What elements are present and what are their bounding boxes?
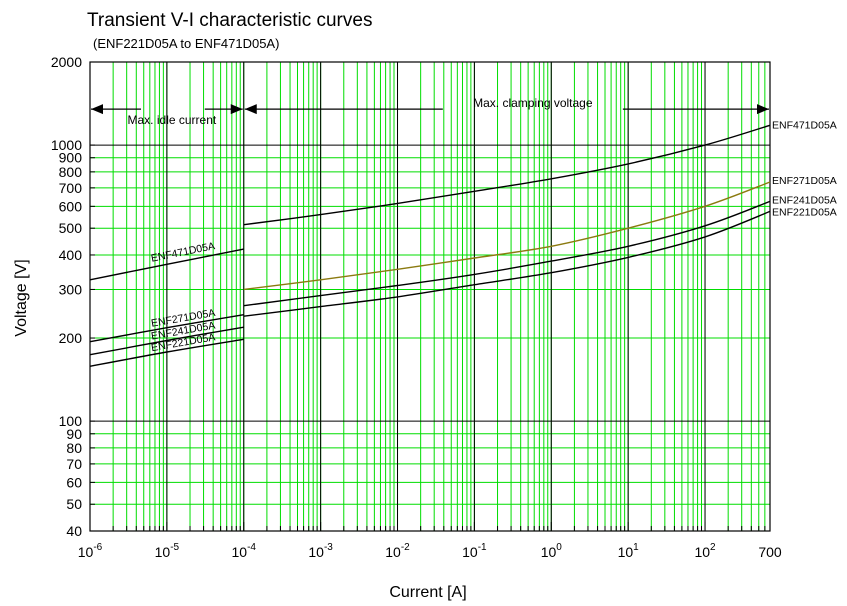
x-tick-label: 10-6 bbox=[78, 542, 103, 560]
series bbox=[89, 124, 771, 367]
chart-subtitle: (ENF221D05A to ENF471D05A) bbox=[93, 36, 279, 51]
curve-label-right: ENF221D05A bbox=[772, 206, 837, 218]
plot-frame bbox=[89, 61, 771, 532]
x-tick-label: 10-3 bbox=[308, 542, 333, 560]
y-tick-label: 400 bbox=[59, 247, 83, 263]
arrowhead-icon bbox=[757, 104, 769, 115]
arrowhead-icon bbox=[244, 104, 257, 115]
x-tick-label: 10-1 bbox=[462, 542, 487, 560]
clamp-curve-enf221d05a bbox=[243, 210, 771, 317]
idle-curve-enf471d05a bbox=[89, 248, 244, 281]
y-axis-label: Voltage [V] bbox=[13, 259, 30, 336]
y-tick-label: 900 bbox=[59, 150, 83, 166]
y-tick-label: 40 bbox=[66, 523, 82, 539]
grid bbox=[89, 61, 771, 532]
series-labels: ENF471D05A ENF271D05A ENF241D05AENF221D05A… bbox=[150, 119, 837, 354]
y-tick-label: 1000 bbox=[51, 137, 82, 153]
y-tick-label: 200 bbox=[59, 330, 83, 346]
y-tick-label: 70 bbox=[66, 456, 82, 472]
y-tick-label: 300 bbox=[59, 281, 83, 297]
x-tick-label: 102 bbox=[694, 542, 716, 560]
y-tick-label: 100 bbox=[59, 413, 83, 429]
y-tick-label: 50 bbox=[66, 496, 82, 512]
clamp-curve-enf471d05a bbox=[243, 124, 771, 226]
y-tick-label: 90 bbox=[66, 426, 82, 442]
annotation-label: Max. clamping voltage bbox=[473, 96, 593, 110]
curve-label-right: ENF241D05A bbox=[772, 194, 837, 206]
x-tick-label: 700 bbox=[758, 544, 782, 560]
y-tick-label: 2000 bbox=[51, 54, 82, 70]
plot-border bbox=[89, 61, 771, 532]
x-axis-ticks: 10-6 10-5 10-4 10-3 10-2 10-1 100 101 102 700 bbox=[78, 522, 782, 560]
clamp-curve-enf271d05a bbox=[243, 181, 771, 291]
y-tick-label: 500 bbox=[59, 220, 83, 236]
annotations: Max. idle current Max. clamping voltage bbox=[91, 96, 769, 127]
x-tick-label: 10-2 bbox=[385, 542, 410, 560]
y-tick-label: 800 bbox=[59, 164, 83, 180]
chart-title: Transient V-I characteristic curves bbox=[87, 10, 372, 31]
annotation-label: Max. idle current bbox=[128, 113, 217, 127]
arrowhead-icon bbox=[230, 104, 243, 115]
x-axis-label: Current [A] bbox=[389, 584, 466, 601]
y-tick-label: 700 bbox=[59, 180, 83, 196]
x-tick-label: 100 bbox=[541, 542, 563, 560]
curve-label-right: ENF271D05A bbox=[772, 175, 837, 187]
x-tick-label: 10-5 bbox=[155, 542, 180, 560]
curve-label-right: ENF471D05A bbox=[772, 119, 837, 131]
arrowhead-icon bbox=[91, 104, 103, 115]
clamping-voltage-annotation: Max. clamping voltage bbox=[244, 96, 769, 115]
idle-curve-enf221d05a bbox=[89, 338, 244, 367]
idle-current-annotation: Max. idle current bbox=[91, 104, 243, 127]
idle-curve-enf271d05a bbox=[89, 314, 244, 343]
x-tick-label: 101 bbox=[618, 542, 640, 560]
idle-curve-enf241d05a bbox=[89, 326, 244, 356]
y-tick-label: 600 bbox=[59, 198, 83, 214]
y-tick-label: 80 bbox=[66, 440, 82, 456]
x-tick-label: 10-4 bbox=[232, 542, 257, 560]
y-tick-label: 60 bbox=[66, 474, 82, 490]
clamp-curve-enf241d05a bbox=[243, 200, 771, 307]
